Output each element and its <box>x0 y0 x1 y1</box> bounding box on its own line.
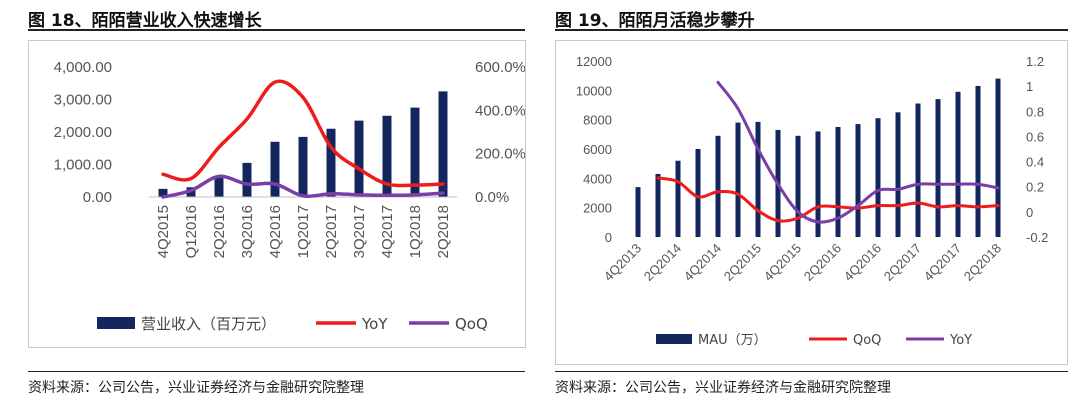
revenue-bar <box>242 162 252 197</box>
legend-revenue-swatch <box>97 317 135 329</box>
right-y-tick-label: 0.8 <box>1026 104 1044 119</box>
revenue-bar <box>270 141 280 197</box>
mau-bar <box>835 127 841 237</box>
mau-bar <box>895 112 901 237</box>
x-tick-label: Q12016 <box>183 205 200 258</box>
x-tick-label: 4Q2016 <box>841 241 884 284</box>
mau-bar <box>715 135 721 237</box>
mau-bar <box>995 78 1001 237</box>
legend-yoy-label: YoY <box>361 315 388 333</box>
qoq-line <box>656 176 1000 223</box>
x-tick-label: 4Q2015 <box>761 241 804 284</box>
revenue-bar <box>326 128 336 197</box>
left-y-tick-label: 12000 <box>576 54 612 69</box>
revenue-bar <box>382 115 392 197</box>
x-tick-label: 3Q2016 <box>239 205 256 258</box>
mau-bar <box>735 122 741 237</box>
left-y-tick-label: 4,000.00 <box>54 59 112 76</box>
left-title-rule <box>28 29 525 31</box>
x-tick-label: 1Q2017 <box>295 205 312 258</box>
revenue-bar <box>298 136 308 197</box>
right-y-tick-label: 400.0% <box>475 102 525 119</box>
right-source-note: 资料来源：公司公告，兴业证券经济与金融研究院整理 <box>555 380 891 396</box>
mau-bar <box>955 91 961 237</box>
x-tick-label: 1Q2018 <box>407 205 424 258</box>
left-figure-title: 图 18、陌陌营业收入快速增长 <box>28 11 262 31</box>
right-chart-panel: 0 2000 4000 6000 8000 10000 12000 -0.2 0 0.2 0.4 0.… <box>555 40 1068 365</box>
x-tick-label: 4Q2013 <box>601 241 644 284</box>
mau-bar <box>935 99 941 237</box>
qoq-line <box>161 174 445 199</box>
x-tick-label: 2Q2017 <box>323 205 340 258</box>
left-y-tick-label: 0.00 <box>83 189 112 206</box>
right-y-tick-label: 0.0% <box>475 189 509 206</box>
left-y-tick-label: 1,000.00 <box>54 157 112 174</box>
x-tick-label: 2Q2016 <box>211 205 228 258</box>
left-source-rule <box>28 371 525 372</box>
left-y-tick-label: 4000 <box>583 171 612 186</box>
left-y-tick-label: 0 <box>605 230 612 245</box>
right-figure-title: 图 19、陌陌月活稳步攀升 <box>555 11 755 31</box>
right-y-tick-label: 1.2 <box>1026 54 1044 69</box>
right-y-tick-label: 600.0% <box>475 59 525 76</box>
x-tick-label: 4Q2017 <box>921 241 964 284</box>
revenue-bar <box>158 188 168 197</box>
legend-qoq-label: QoQ <box>853 333 881 348</box>
mau-bar <box>855 124 861 237</box>
legend-mau-label: MAU（万） <box>698 333 767 348</box>
revenue-bar <box>354 120 364 197</box>
right-y-tick-label: 0.4 <box>1026 155 1044 170</box>
x-tick-label: 4Q2014 <box>681 241 724 284</box>
left-y-tick-label: 3,000.00 <box>54 92 112 109</box>
x-tick-label: 2Q2016 <box>801 241 844 284</box>
mau-bar <box>695 149 701 237</box>
x-tick-label: 2Q2017 <box>881 241 924 284</box>
left-source-note: 资料来源：公司公告，兴业证券经济与金融研究院整理 <box>28 380 364 396</box>
right-chart: 0 2000 4000 6000 8000 10000 12000 -0.2 0 0.2 0.4 0.… <box>576 54 1049 348</box>
legend-mau-swatch <box>656 334 692 344</box>
left-y-tick-label: 10000 <box>576 83 612 98</box>
x-tick-label: 2Q2014 <box>641 241 684 284</box>
x-tick-label: 2Q2018 <box>961 241 1004 284</box>
legend-qoq-label: QoQ <box>455 315 488 333</box>
yoy-line <box>161 79 445 188</box>
legend-revenue-label: 营业收入（百万元） <box>141 315 276 333</box>
x-tick-label: 3Q2017 <box>351 205 368 258</box>
right-y-tick-label: -0.2 <box>1026 230 1048 245</box>
revenue-bar <box>410 107 420 197</box>
revenue-bar <box>438 91 448 197</box>
mau-bar <box>635 187 641 237</box>
right-title-rule <box>555 29 1068 31</box>
mau-bar <box>755 121 761 237</box>
right-y-tick-label: 0.2 <box>1026 180 1044 195</box>
right-source-rule <box>555 371 1068 372</box>
mau-bar <box>815 131 821 237</box>
left-y-tick-label: 6000 <box>583 142 612 157</box>
yoy-line <box>716 80 1000 224</box>
mau-bar <box>655 173 661 237</box>
left-y-tick-label: 2,000.00 <box>54 124 112 141</box>
left-y-tick-label: 2000 <box>583 201 612 216</box>
right-y-tick-label: 200.0% <box>475 146 525 163</box>
x-tick-label: 2Q2015 <box>721 241 764 284</box>
x-tick-label: 4Q2017 <box>379 205 396 258</box>
legend-yoy-label: YoY <box>949 333 972 348</box>
right-y-tick-label: 0.6 <box>1026 129 1044 144</box>
mau-bar <box>915 103 921 238</box>
mau-bar <box>675 160 681 237</box>
left-chart-panel: 0.00 1,000.00 2,000.00 3,000.00 4,000.00 0.0%… <box>28 40 526 348</box>
right-y-tick-label: 0 <box>1026 205 1033 220</box>
mau-bar <box>975 85 981 237</box>
left-chart: 0.00 1,000.00 2,000.00 3,000.00 4,000.00 0.0%… <box>54 59 526 333</box>
revenue-bar <box>214 177 224 197</box>
left-y-tick-label: 8000 <box>583 113 612 128</box>
right-y-tick-label: 1 <box>1026 79 1033 94</box>
mau-bar <box>795 135 801 237</box>
mau-bar <box>875 118 881 237</box>
x-tick-label: 4Q2016 <box>267 205 284 258</box>
x-tick-label: 2Q2018 <box>435 205 452 258</box>
x-tick-label: 4Q2015 <box>155 205 172 258</box>
